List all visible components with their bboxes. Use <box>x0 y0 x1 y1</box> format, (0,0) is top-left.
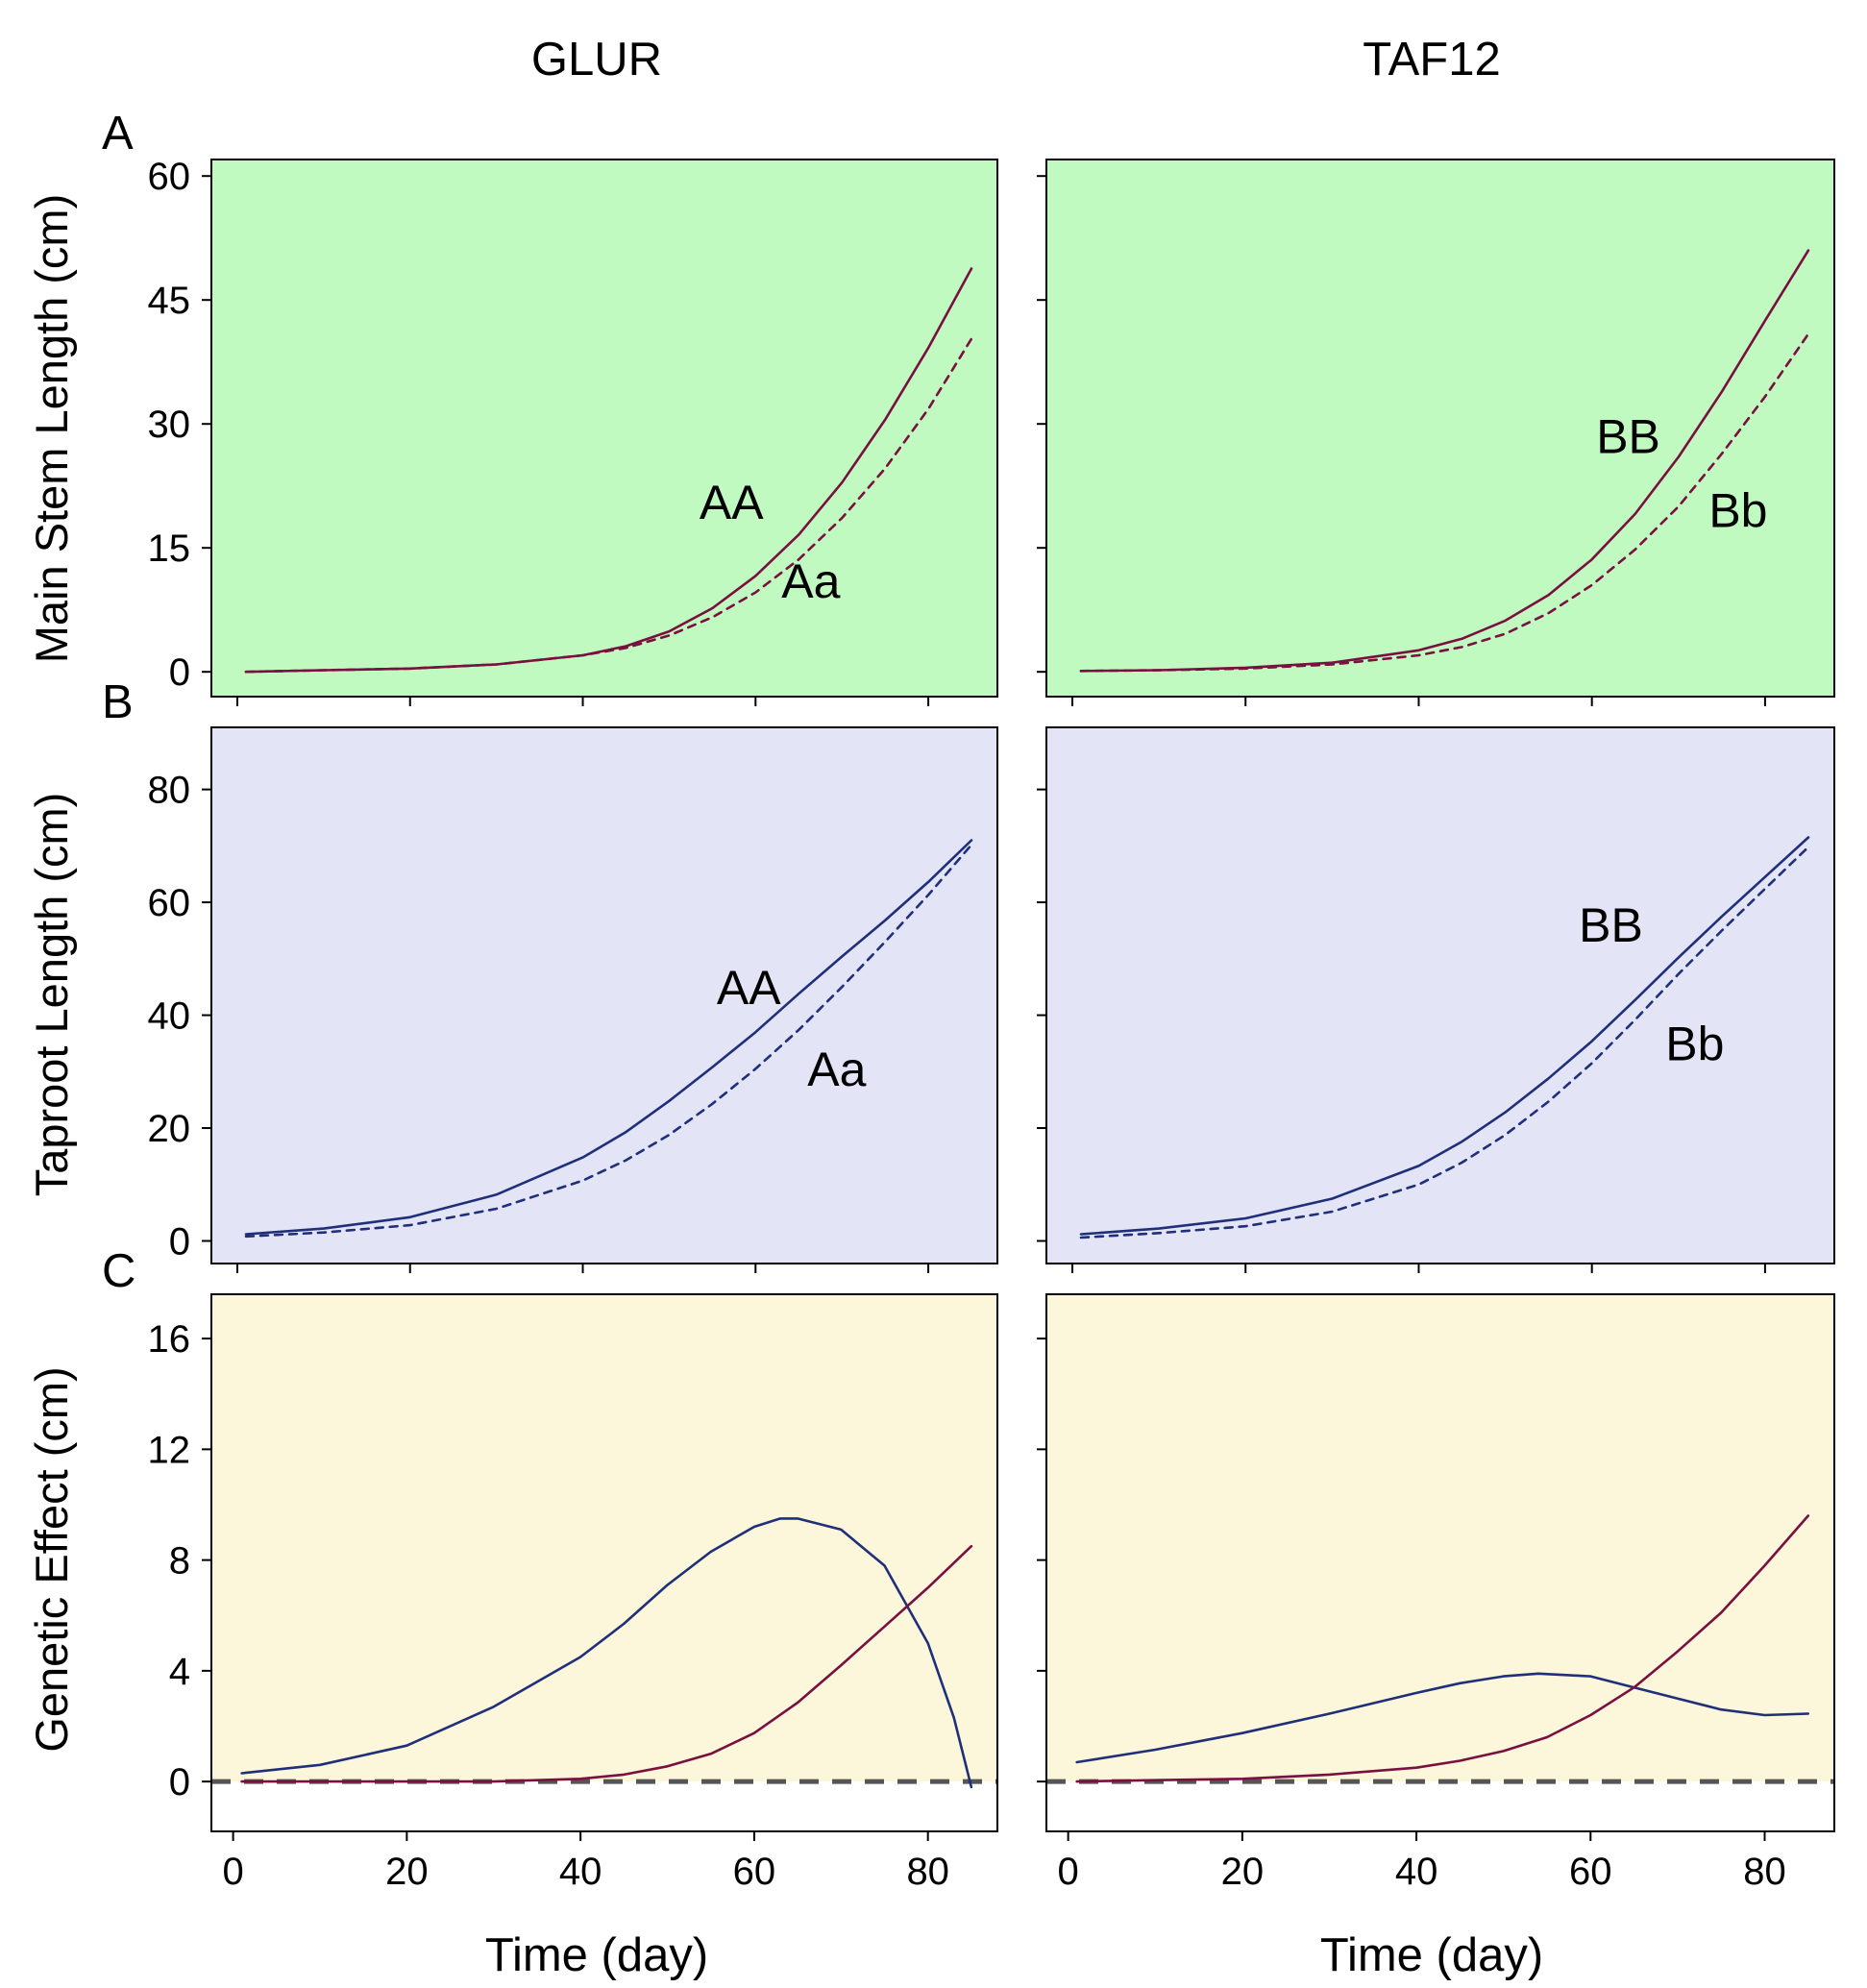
series-line-stem-effect <box>1075 1514 1810 1783</box>
x-tick-label: 40 <box>1395 1851 1438 1893</box>
y-tick-label: 8 <box>169 1540 190 1583</box>
xlabel-left: Time (day) <box>485 1929 708 1981</box>
y-tick-label: 45 <box>148 280 191 322</box>
series-line-stem-effect <box>240 1544 973 1783</box>
series-line-root-effect <box>240 1517 973 1789</box>
series-label: AA <box>700 476 764 529</box>
axis-frame <box>1045 726 1835 1264</box>
y-tick-label: 4 <box>169 1651 190 1693</box>
plot-background <box>211 1294 997 1831</box>
y-tick-label: 60 <box>148 156 191 198</box>
series-label: Bb <box>1665 1018 1724 1071</box>
panel-letter-b: B <box>102 676 134 728</box>
series-line-bb <box>1079 836 1810 1236</box>
ylabel-genetic-effect: Genetic Effect (cm) <box>26 1366 77 1752</box>
series-line-aa <box>244 843 973 1239</box>
plot-background <box>211 727 997 1264</box>
series-label: Bb <box>1708 484 1767 538</box>
y-tick-label: 0 <box>169 1221 190 1264</box>
panel-a-glur: AA Aa 0 15 30 45 60 <box>148 156 998 706</box>
ylabel-main-stem: Main Stem Length (cm) <box>26 194 77 663</box>
xlabel-right: Time (day) <box>1320 1929 1543 1981</box>
x-tick-label: 60 <box>1569 1851 1612 1893</box>
plot-background <box>1046 1294 1834 1831</box>
y-tick-label: 30 <box>148 404 191 446</box>
below-zero-band <box>1046 1781 1834 1831</box>
panels: AA Aa 0 15 30 45 60 BB Bb AA Aa 0 20 40 60 80 BB Bb 0 4 8 12 1… <box>148 156 1835 1893</box>
series-line-bb <box>1079 846 1810 1239</box>
y-tick-label: 60 <box>148 882 191 924</box>
axis-frame <box>210 1293 998 1832</box>
y-tick-label: 80 <box>148 770 191 812</box>
panel-b-taf12: BB Bb <box>1037 726 1835 1273</box>
y-tick-label: 0 <box>169 1761 190 1804</box>
ylabel-taproot: Taproot Length (cm) <box>26 793 77 1197</box>
series-line-aa <box>244 337 973 674</box>
panel-c-taf12: 0 20 40 60 80 <box>1037 1293 1835 1893</box>
column-title-glur: GLUR <box>531 34 662 86</box>
x-tick-label: 80 <box>906 1851 949 1893</box>
series-label: BB <box>1579 898 1643 952</box>
x-tick-label: 60 <box>733 1851 776 1893</box>
panel-letter-a: A <box>102 108 134 160</box>
y-tick-label: 16 <box>148 1318 191 1361</box>
axis-frame <box>1045 159 1835 698</box>
x-tick-label: 0 <box>1058 1851 1079 1893</box>
y-tick-label: 15 <box>148 528 191 570</box>
x-tick-label: 0 <box>222 1851 243 1893</box>
series-line-bb <box>1079 332 1810 673</box>
series-label: AA <box>717 961 781 1015</box>
y-tick-label: 20 <box>148 1108 191 1150</box>
series-line-aa <box>244 839 973 1236</box>
y-tick-label: 40 <box>148 995 191 1038</box>
axis-frame <box>210 726 998 1264</box>
panel-c-glur: 0 4 8 12 16 0 20 40 60 80 <box>148 1293 998 1893</box>
panel-b-glur: AA Aa 0 20 40 60 80 <box>148 726 998 1273</box>
y-tick-label: 12 <box>148 1429 191 1471</box>
series-label: Aa <box>781 554 840 608</box>
x-tick-label: 80 <box>1743 1851 1786 1893</box>
y-tick-label: 0 <box>169 651 190 694</box>
axis-frame <box>210 159 998 698</box>
axis-frame <box>1045 1293 1835 1832</box>
plot-background <box>211 160 997 697</box>
series-line-root-effect <box>1075 1672 1810 1764</box>
column-title-taf12: TAF12 <box>1363 34 1500 86</box>
plot-background <box>1046 160 1834 697</box>
plot-background <box>1046 727 1834 1264</box>
panel-letter-c: C <box>102 1245 135 1297</box>
x-tick-label: 20 <box>385 1851 429 1893</box>
series-label: Aa <box>807 1043 866 1096</box>
panel-a-taf12: BB Bb <box>1037 159 1835 706</box>
x-tick-label: 40 <box>559 1851 602 1893</box>
x-tick-label: 20 <box>1221 1851 1265 1893</box>
series-label: BB <box>1596 409 1660 463</box>
below-zero-band <box>211 1781 997 1831</box>
